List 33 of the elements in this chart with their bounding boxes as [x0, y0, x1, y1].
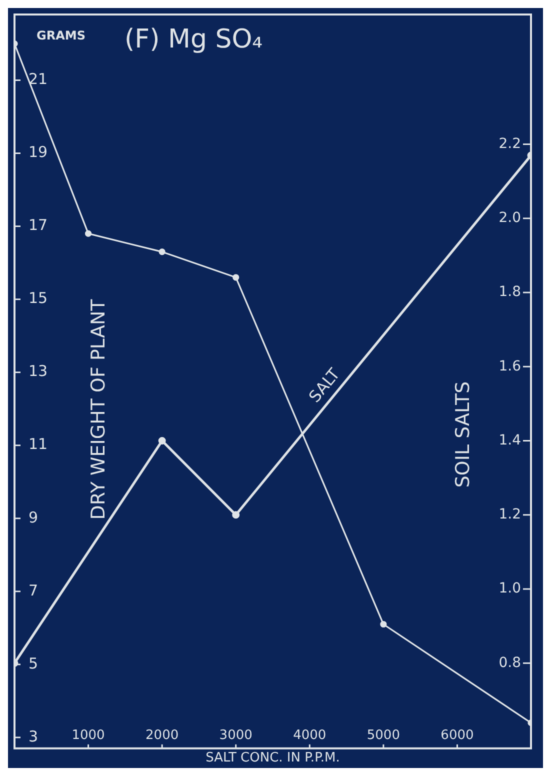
- y-tick-label: 3: [28, 727, 38, 746]
- point: [84, 230, 92, 237]
- chart-title: (F) Mg SO₄: [124, 24, 263, 54]
- y-axis-title: DRY WEIGHT OF PLANT: [87, 298, 110, 520]
- x-tick-label: 1000: [72, 728, 105, 743]
- y-tick-label: 7: [28, 581, 38, 600]
- point: [380, 620, 387, 628]
- y2-tick-label: 1.6: [498, 358, 522, 374]
- y-tick-label: 9: [28, 508, 38, 526]
- x-axis-title: SALT CONC. IN P.P.M.: [206, 750, 340, 766]
- y-tick-label: 13: [28, 362, 48, 380]
- y2-tick-label: 1.8: [498, 284, 521, 300]
- y2-tick-label: 1.2: [498, 506, 521, 523]
- point: [232, 274, 240, 281]
- x-tick-label: 6000: [440, 728, 474, 743]
- y-tick-label: 21: [28, 70, 48, 88]
- x-tick-label: 4000: [293, 728, 326, 743]
- y-tick-label: 19: [28, 143, 48, 162]
- y2-tick-label: 2.0: [498, 210, 521, 226]
- y2-axis-title: SOIL SALTS: [452, 381, 474, 488]
- y-tick-label: 5: [28, 654, 38, 672]
- y-tick-label: 15: [28, 289, 48, 308]
- y2-tick-label: 0.8: [498, 654, 521, 671]
- y2-tick-label: 2.2: [498, 136, 521, 152]
- point: [158, 248, 166, 256]
- x-tick-label: 5000: [366, 728, 400, 743]
- y2-tick-label: 1.0: [498, 580, 521, 597]
- annotation: GRAMS: [36, 28, 86, 43]
- y-tick-label: 17: [28, 216, 48, 234]
- x-tick-label: 3000: [219, 728, 252, 743]
- y-tick-label: 11: [28, 435, 48, 454]
- y2-tick-label: 1.4: [498, 432, 522, 448]
- x-tick-label: 2000: [146, 728, 179, 743]
